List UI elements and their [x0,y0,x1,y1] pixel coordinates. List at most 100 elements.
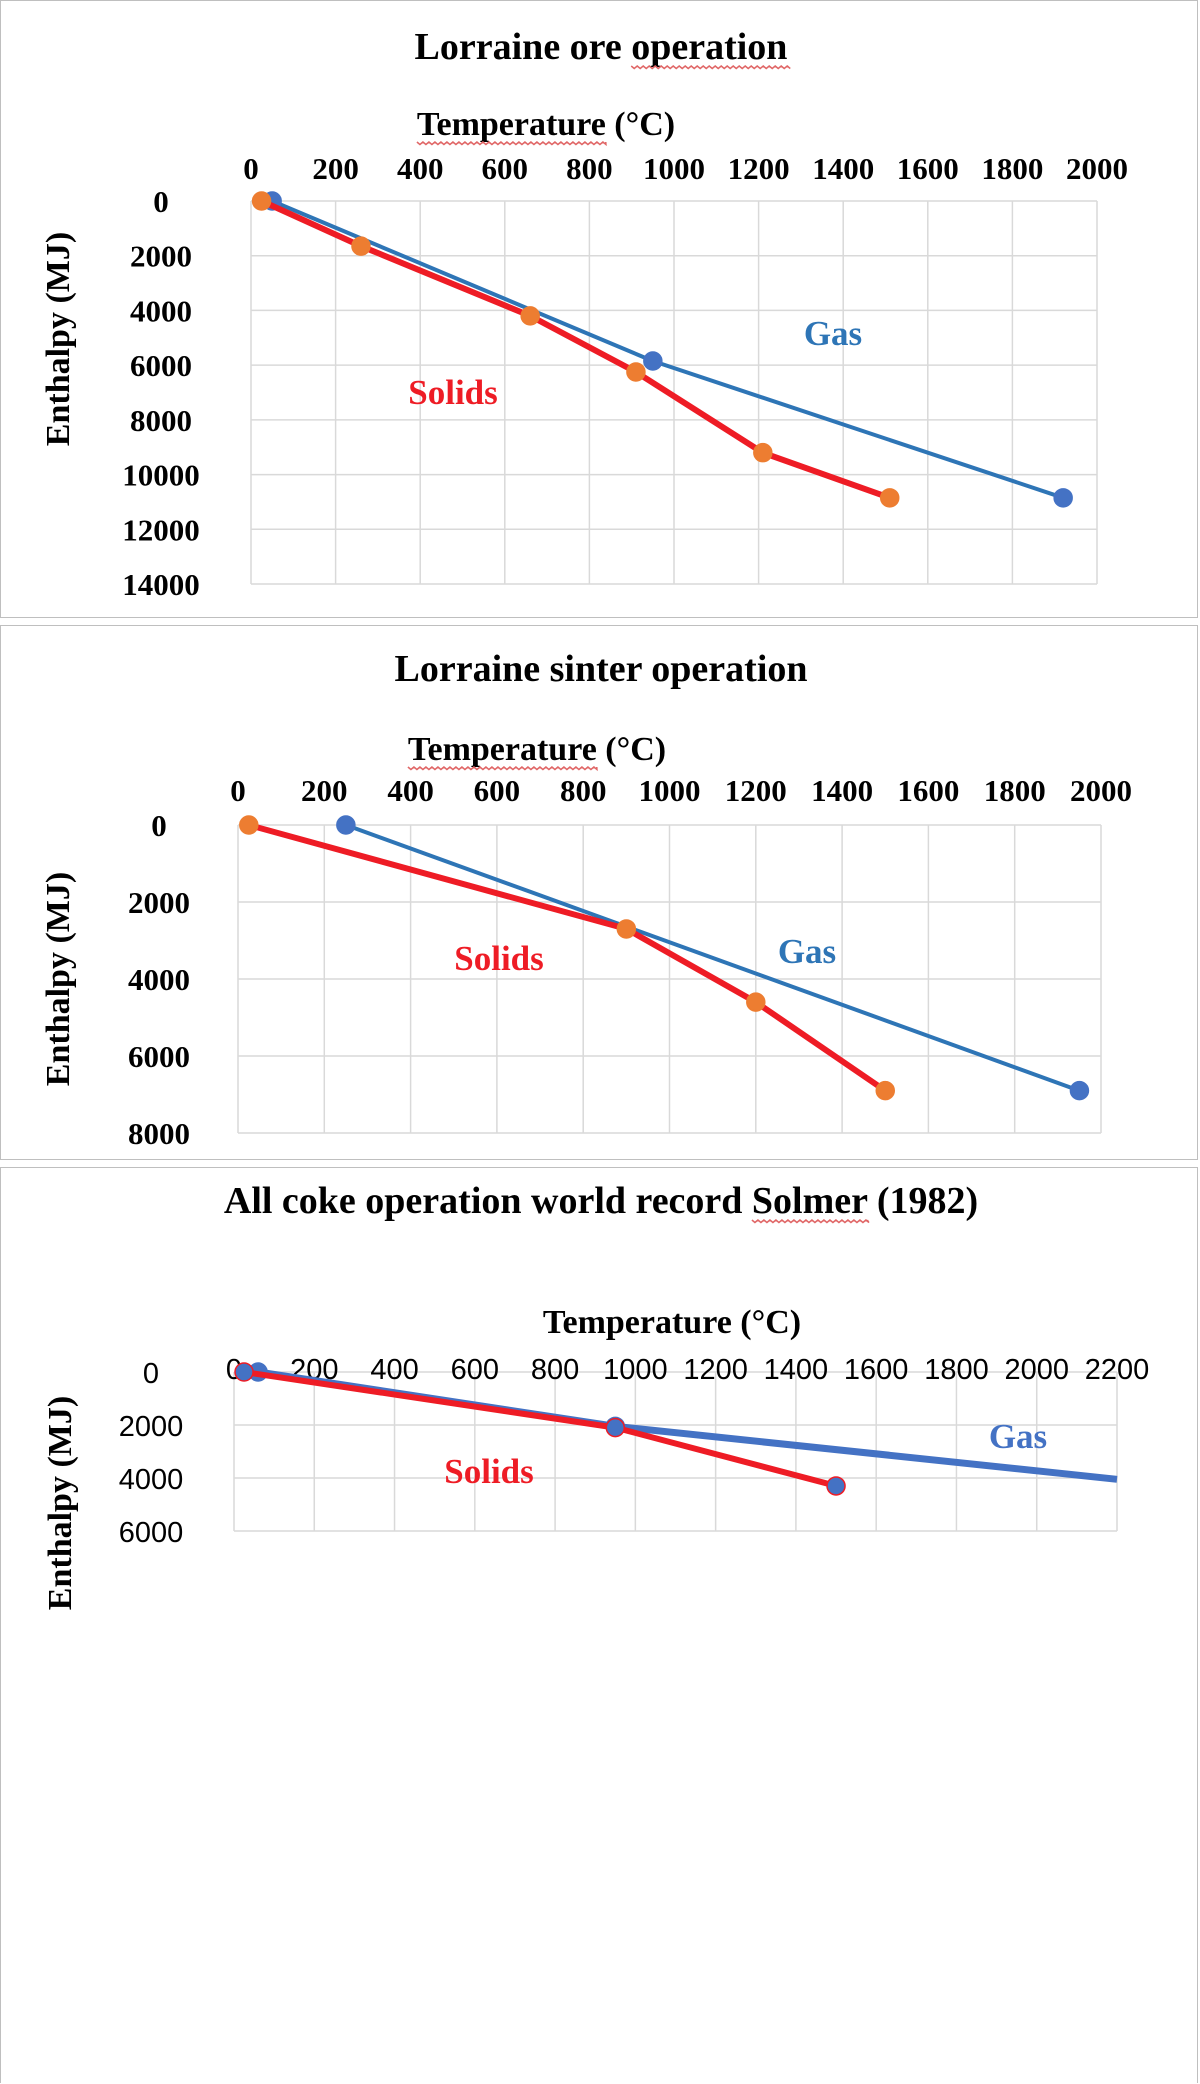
chart-panel-sinter: Lorraine sinter operation Temperature (°C… [0,625,1198,1160]
x-tick-label: 800 [531,1354,579,1386]
gridlines [250,200,1098,585]
x-tick-label: 1000 [639,773,701,808]
y-tick-label: 0 [151,808,167,843]
x-tick-label: 2000 [1066,151,1128,186]
y-tick-label: 2000 [119,1411,184,1443]
chart-panel-ore: Lorraine ore operation Temperature (°C) 0 2… [0,0,1198,618]
y-tick-label: 4000 [130,293,192,328]
x-tick-label: 600 [474,773,521,808]
series-annotation-solids: Solids [444,1452,534,1491]
x-tick-label: 1800 [984,773,1046,808]
x-tick-label: 200 [301,773,348,808]
y-axis-label: Enthalpy (MJ) [40,872,77,1086]
y-tick-label: 8000 [130,403,192,438]
sinter-operation-chart: Lorraine sinter operation Temperature (°C… [40,648,1132,1151]
y-tick-label: 2000 [128,885,190,920]
chart-title: All coke operation world record Solmer (… [224,1180,978,1222]
x-tick-label: 600 [482,151,529,186]
data-point-solids [879,488,900,508]
y-tick-labels: 0 2000 4000 6000 [119,1358,184,1549]
data-point-solids [826,1476,846,1496]
x-axis-label: Temperature (°C) [408,731,666,768]
series-annotation-gas: Gas [804,314,862,353]
data-point-solids [520,306,540,326]
x-tick-label: 1800 [981,151,1043,186]
series-annotation-solids: Solids [408,373,498,412]
data-point-gas [643,351,663,371]
x-tick-label: 0 [243,151,259,186]
data-point-solids [626,362,646,382]
gridlines [233,1371,1118,1532]
x-tick-label: 1600 [844,1354,909,1386]
data-point-solids [351,236,371,256]
series-line-solids [248,822,887,1094]
series-line-solids [260,198,891,501]
data-point-solids [605,1417,626,1438]
series-annotation-gas: Gas [989,1417,1047,1456]
y-axis-label: Enthalpy (MJ) [42,1396,79,1610]
y-tick-label: 10000 [122,458,200,493]
x-tick-label: 0 [230,773,246,808]
series-solids [239,815,895,1101]
y-tick-labels: 0 2000 4000 6000 8000 [128,808,190,1151]
chart-title: Lorraine sinter operation [394,648,807,690]
x-tick-label: 400 [387,773,434,808]
data-point-solids [239,815,259,835]
spellcheck-underline [407,766,598,772]
x-tick-label: 600 [451,1354,499,1386]
x-tick-label: 2200 [1085,1354,1150,1386]
series-solids [234,1362,846,1496]
data-point-solids [746,992,766,1012]
x-tick-label: 1200 [683,1354,748,1386]
data-point-solids [753,442,773,463]
x-tick-label: 1000 [603,1354,668,1386]
spellcheck-underline [751,1219,870,1224]
x-tick-label: 1400 [811,773,873,808]
x-tick-labels: 0 200 400 600 800 1000 1200 1400 1600 1800 2000 220… [226,1354,1149,1386]
x-axis-label: Temperature (°C) [417,106,675,143]
x-tick-labels: 0 200 400 600 800 1000 1200 1400 1600 1800 2000 [243,151,1128,186]
ore-operation-chart: Lorraine ore operation Temperature (°C) 0 2… [40,26,1128,602]
x-tick-label: 2000 [1070,773,1132,808]
gridlines [237,824,1102,1134]
x-tick-label: 800 [560,773,607,808]
y-tick-label: 2000 [130,239,192,274]
x-tick-label: 400 [370,1354,418,1386]
data-point-solids [234,1362,254,1382]
x-tick-label: 200 [312,151,359,186]
chart-panel-coke: All coke operation world record Solmer (… [0,1167,1198,2083]
spellcheck-underline [630,65,791,70]
x-tick-labels: 0 200 400 600 800 1000 1200 1400 1600 1800 2000 [230,773,1132,808]
data-point-gas [336,815,356,835]
coke-operation-chart: All coke operation world record Solmer (… [42,1180,1149,1610]
x-tick-label: 400 [397,151,444,186]
y-tick-label: 0 [153,184,169,219]
y-tick-label: 14000 [122,567,200,602]
series-annotation-solids: Solids [454,939,544,978]
data-point-gas [1069,1080,1090,1101]
data-point-solids [251,191,272,211]
x-tick-label: 1600 [897,773,959,808]
series-gas [336,815,1090,1101]
x-tick-label: 1600 [897,151,959,186]
series-line-solids [243,1369,837,1489]
x-tick-label: 2000 [1004,1354,1069,1386]
y-tick-label: 6000 [128,1039,190,1074]
x-tick-label: 1200 [728,151,790,186]
y-tick-label: 4000 [119,1464,184,1496]
series-gas [262,191,1073,508]
x-tick-label: 800 [566,151,613,186]
y-tick-label: 12000 [122,512,200,547]
y-tick-labels: 0 2000 4000 6000 8000 10000 12000 14000 [122,184,200,602]
series-line-gas [345,823,1081,1093]
x-tick-label: 1400 [764,1354,829,1386]
y-tick-label: 4000 [128,962,190,997]
data-point-gas [1053,488,1073,508]
series-solids [251,191,900,508]
data-point-solids [875,1080,895,1101]
series-annotation-gas: Gas [778,932,836,971]
spellcheck-underline [416,141,607,147]
y-tick-label: 6000 [119,1517,184,1549]
y-tick-label: 8000 [128,1116,190,1151]
data-point-solids [616,919,637,939]
